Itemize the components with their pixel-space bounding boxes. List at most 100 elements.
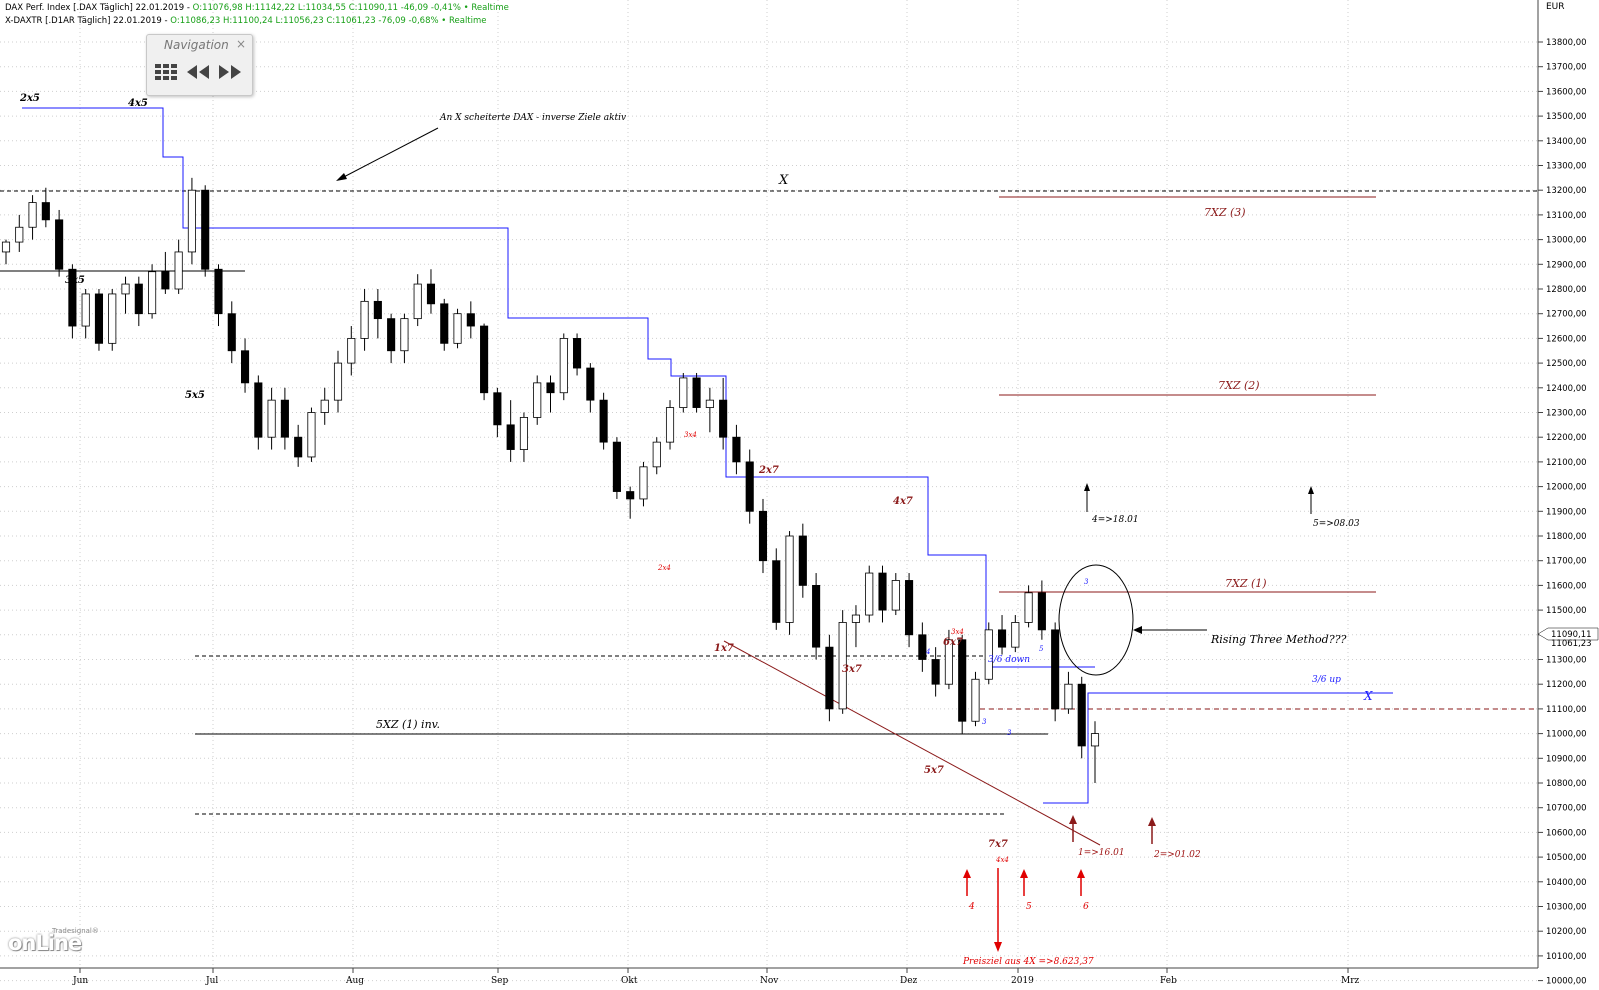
candle [758, 498, 768, 574]
candle [1090, 721, 1100, 783]
label-target-18: 4=>18.01 [1091, 515, 1139, 525]
candle [134, 276, 143, 327]
candle [944, 629, 953, 690]
candle [466, 301, 475, 339]
x-tick-label: Nov [760, 976, 779, 986]
candle [772, 548, 781, 630]
candle [705, 387, 714, 433]
highlight-ellipse [1058, 564, 1134, 676]
last-price-2: 11061,23 [1551, 639, 1592, 649]
candle [81, 289, 90, 339]
y-tick-label: 13700,00 [1546, 63, 1587, 73]
label-n3-a: 3 [1084, 578, 1089, 586]
candle [347, 326, 356, 376]
candle [506, 400, 515, 462]
y-tick-label: 12800,00 [1546, 285, 1587, 295]
candle [108, 289, 117, 351]
candle [599, 392, 608, 450]
label-7x7: 7x7 [988, 839, 1008, 850]
y-tick-label: 10600,00 [1546, 828, 1587, 838]
label-n4: 4 [925, 648, 930, 656]
y-unit-label: EUR [1546, 2, 1565, 12]
header-line-2-name: X-DAXTR [.D1AR Täglich] 22.01.2019 - [5, 16, 168, 26]
candle [94, 289, 104, 351]
label-target-16: 1=>16.01 [1078, 848, 1125, 858]
label-7xz2: 7XZ (2) [1218, 379, 1260, 392]
candle [480, 323, 489, 401]
candle [426, 269, 436, 314]
candle [958, 634, 967, 734]
candle [400, 313, 409, 364]
y-tick-label: 12100,00 [1546, 458, 1587, 468]
y-tick-label: 10300,00 [1546, 903, 1587, 913]
candle [1064, 671, 1073, 714]
note-x-failed: An X scheiterte DAX - inverse Ziele akti… [439, 113, 626, 123]
candle [148, 264, 157, 319]
label-3x4-b: 3x4 [951, 628, 964, 636]
y-tick-label: 12400,00 [1546, 384, 1587, 394]
candle [320, 387, 329, 425]
y-tick-label: 13100,00 [1546, 211, 1587, 221]
label-x-right: X [1363, 689, 1373, 703]
candle [41, 187, 50, 228]
header-line-1-values: O:11076,98 H:11142,22 L:11034,55 C:11090… [192, 3, 509, 13]
candle [865, 565, 874, 623]
label-arrow-4: 4 [968, 902, 975, 912]
fast-forward-icon[interactable] [217, 61, 243, 83]
candle [971, 671, 980, 727]
y-tick-label: 11500,00 [1546, 606, 1587, 616]
x-tick-label: Jul [205, 976, 218, 986]
candle [1, 239, 11, 265]
rewind-icon[interactable] [185, 61, 211, 83]
trendline-down [723, 640, 1101, 846]
label-rising-three: Rising Three Method??? [1210, 633, 1347, 646]
label-x-top: X [778, 173, 789, 188]
label-3x5: 3x5 [65, 275, 85, 286]
note-arrow [337, 127, 439, 181]
candle [453, 308, 462, 349]
candle [639, 461, 648, 507]
candle [732, 424, 741, 475]
label-6x7: 6x7 [943, 637, 963, 648]
y-tick-label: 13600,00 [1546, 87, 1587, 97]
y-tick-label: 10000,00 [1546, 977, 1587, 987]
label-target-01: 2=>01.02 [1153, 850, 1201, 860]
tradesignal-logo: onLine Tradesignal® [8, 927, 99, 955]
x-tick-label: Jun [72, 976, 88, 986]
grid-menu-icon[interactable] [153, 61, 179, 83]
label-36-up: 3/6 up [1312, 675, 1341, 685]
candle [1037, 580, 1046, 640]
label-2x5: 2x5 [19, 93, 40, 104]
header-line-1-name: DAX Perf. Index [.DAX Täglich] 22.01.201… [5, 3, 190, 13]
label-4x4: 4x4 [995, 856, 1009, 864]
y-tick-label: 12900,00 [1546, 260, 1587, 270]
label-5xz-inv: 5XZ (1) inv. [376, 718, 440, 731]
y-tick-label: 12300,00 [1546, 409, 1587, 419]
close-icon[interactable]: × [235, 37, 246, 51]
label-n3-c: 3 [1007, 729, 1012, 737]
candle [413, 274, 422, 327]
candle [440, 298, 449, 351]
y-tick-label: 10900,00 [1546, 754, 1587, 764]
candle [387, 313, 396, 364]
candle [360, 289, 369, 351]
candle [68, 264, 77, 339]
candle [719, 377, 728, 450]
candle [745, 449, 754, 524]
label-4x5: 4x5 [128, 98, 148, 109]
candle [1011, 615, 1020, 653]
y-tick-label: 12200,00 [1546, 433, 1587, 443]
logo-text: onLine [8, 931, 82, 955]
stop-step-line [22, 107, 1095, 668]
candlesticks [1, 177, 1100, 783]
y-tick-label: 10700,00 [1546, 804, 1587, 814]
label-1x7: 1x7 [714, 643, 734, 654]
label-7xz1: 7XZ (1) [1225, 577, 1267, 590]
y-tick-label: 13800,00 [1546, 38, 1587, 48]
y-tick-label: 11100,00 [1546, 705, 1587, 715]
y-tick-label: 11800,00 [1546, 532, 1587, 542]
candle [187, 177, 196, 265]
candle [240, 338, 250, 393]
navigation-panel: Navigation × [146, 34, 253, 96]
